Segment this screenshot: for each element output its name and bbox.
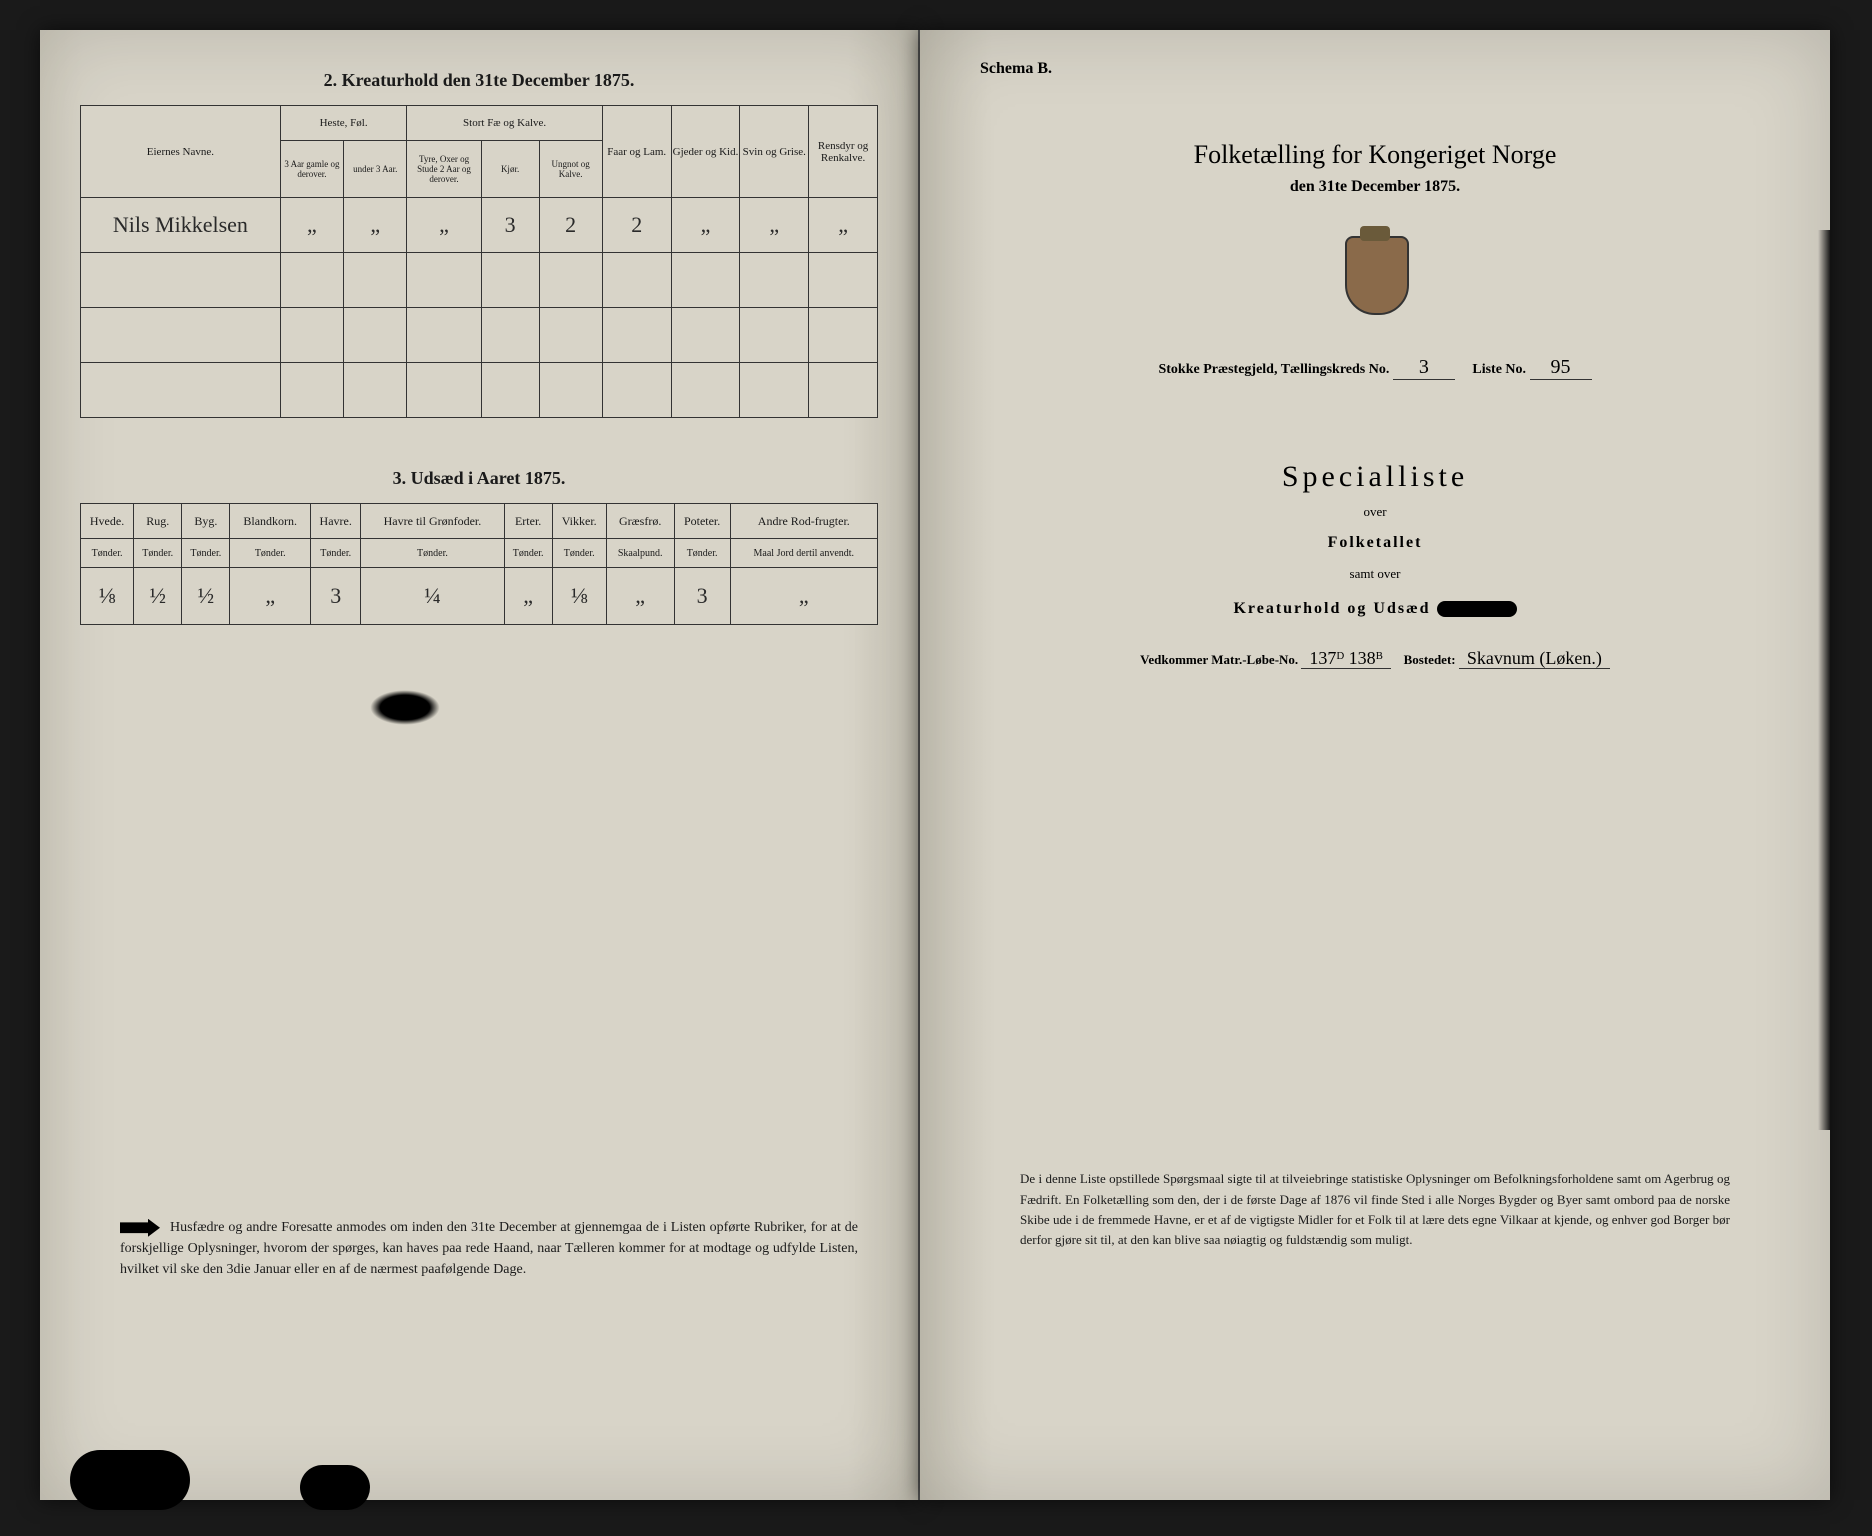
bosted-label: Bostedet: — [1404, 652, 1456, 667]
census-title: Folketælling for Kongeriget Norge — [960, 140, 1790, 170]
table-row — [81, 308, 878, 363]
liste-label: Liste No. — [1472, 362, 1526, 377]
cell: „ — [809, 198, 878, 253]
table-row: ⅛ ½ ½ „ 3 ¼ „ ⅛ „ 3 „ — [81, 568, 878, 625]
spec-folketallet: Folketallet — [960, 534, 1790, 552]
owner-name: Nils Mikkelsen — [81, 198, 281, 253]
u: Maal Jord dertil anvendt. — [730, 539, 877, 568]
v: 3 — [311, 568, 361, 625]
spec-over: over — [960, 504, 1790, 520]
u: Tønder. — [504, 539, 552, 568]
table-row — [81, 253, 878, 308]
c: Rug. — [134, 504, 182, 539]
sub-cattle3: Ungnot og Kalve. — [539, 141, 602, 198]
u: Skaalpund. — [606, 539, 674, 568]
liste-no: 95 — [1530, 356, 1592, 380]
udsaed-table: Hvede. Rug. Byg. Blandkorn. Havre. Havre… — [80, 503, 878, 625]
c: Hvede. — [81, 504, 134, 539]
right-footnote: De i denne Liste opstillede Spørgsmaal s… — [1020, 1169, 1730, 1250]
col-owner: Eiernes Navne. — [81, 106, 281, 198]
sub-horse2: under 3 Aar. — [344, 141, 407, 198]
cell: 2 — [539, 198, 602, 253]
bosted-value: Skavnum (Løken.) — [1459, 648, 1610, 669]
coat-of-arms-icon — [1330, 226, 1420, 326]
u: Tønder. — [361, 539, 504, 568]
schema-label: Schema B. — [980, 60, 1052, 78]
sub-cattle2: Kjør. — [481, 141, 539, 198]
specialliste-title: Specialliste — [960, 460, 1790, 494]
v: ½ — [134, 568, 182, 625]
left-page: 2. Kreaturhold den 31te December 1875. E… — [40, 30, 920, 1500]
page-edge-shadow — [1818, 230, 1830, 1130]
ink-blot — [370, 690, 440, 725]
table-row — [81, 363, 878, 418]
left-footnote: Husfædre og andre Foresatte anmodes om i… — [120, 1217, 858, 1280]
u: Tønder. — [552, 539, 606, 568]
cell: 2 — [602, 198, 671, 253]
v: „ — [730, 568, 877, 625]
cell: „ — [407, 198, 481, 253]
sub-cattle1: Tyre, Oxer og Stude 2 Aar og derover. — [407, 141, 481, 198]
v: 3 — [674, 568, 730, 625]
section3-title: 3. Udsæd i Aaret 1875. — [80, 468, 878, 489]
ink-smudge — [1437, 601, 1517, 617]
page-corner-shadow — [70, 1450, 190, 1510]
col-pigs: Svin og Grise. — [740, 106, 809, 198]
c: Havre. — [311, 504, 361, 539]
c: Havre til Grønfoder. — [361, 504, 504, 539]
footnote-text: Husfædre og andre Foresatte anmodes om i… — [120, 1220, 858, 1277]
u: Tønder. — [81, 539, 134, 568]
kreds-no: 3 — [1393, 356, 1455, 380]
sub-horse1: 3 Aar gamle og derover. — [280, 141, 343, 198]
right-page: Schema B. Folketælling for Kongeriget No… — [920, 30, 1830, 1500]
c: Græsfrø. — [606, 504, 674, 539]
c: Andre Rod-frugter. — [730, 504, 877, 539]
u: Tønder. — [311, 539, 361, 568]
table-row: Nils Mikkelsen „ „ „ 3 2 2 „ „ „ — [81, 198, 878, 253]
matr-no: 137ᴰ 138ᴮ — [1301, 648, 1390, 669]
census-date: den 31te December 1875. — [960, 178, 1790, 196]
vedk-label: Vedkommer Matr.-Løbe-No. — [1140, 652, 1298, 667]
col-reindeer: Rensdyr og Renkalve. — [809, 106, 878, 198]
vedkommer-line: Vedkommer Matr.-Løbe-No. 137ᴰ 138ᴮ Boste… — [960, 648, 1790, 669]
cell: „ — [280, 198, 343, 253]
cell: „ — [740, 198, 809, 253]
c: Vikker. — [552, 504, 606, 539]
page-corner-shadow — [300, 1465, 370, 1510]
spec-kreat-text: Kreaturhold og Udsæd — [1233, 600, 1430, 617]
section2-title: 2. Kreaturhold den 31te December 1875. — [80, 70, 878, 91]
u: Tønder. — [230, 539, 311, 568]
u: Tønder. — [134, 539, 182, 568]
spec-samt: samt over — [960, 566, 1790, 582]
v: ⅛ — [81, 568, 134, 625]
spec-kreaturhold: Kreaturhold og Udsæd — [960, 600, 1790, 618]
cell: „ — [671, 198, 740, 253]
parish-label: Stokke Præstegjeld, Tællingskreds No. — [1158, 362, 1389, 377]
c: Blandkorn. — [230, 504, 311, 539]
v: „ — [504, 568, 552, 625]
col-sheep: Faar og Lam. — [602, 106, 671, 198]
u: Tønder. — [674, 539, 730, 568]
col-goats: Gjeder og Kid. — [671, 106, 740, 198]
u: Tønder. — [182, 539, 230, 568]
v: „ — [230, 568, 311, 625]
parish-line: Stokke Præstegjeld, Tællingskreds No. 3 … — [960, 356, 1790, 380]
cell: „ — [344, 198, 407, 253]
c: Byg. — [182, 504, 230, 539]
col-horses: Heste, Føl. — [280, 106, 407, 141]
c: Erter. — [504, 504, 552, 539]
col-cattle: Stort Fæ og Kalve. — [407, 106, 602, 141]
v: ⅛ — [552, 568, 606, 625]
v: ½ — [182, 568, 230, 625]
c: Poteter. — [674, 504, 730, 539]
pointing-hand-icon — [120, 1219, 160, 1237]
v: ¼ — [361, 568, 504, 625]
kreaturhold-table: Eiernes Navne. Heste, Føl. Stort Fæ og K… — [80, 105, 878, 418]
v: „ — [606, 568, 674, 625]
cell: 3 — [481, 198, 539, 253]
